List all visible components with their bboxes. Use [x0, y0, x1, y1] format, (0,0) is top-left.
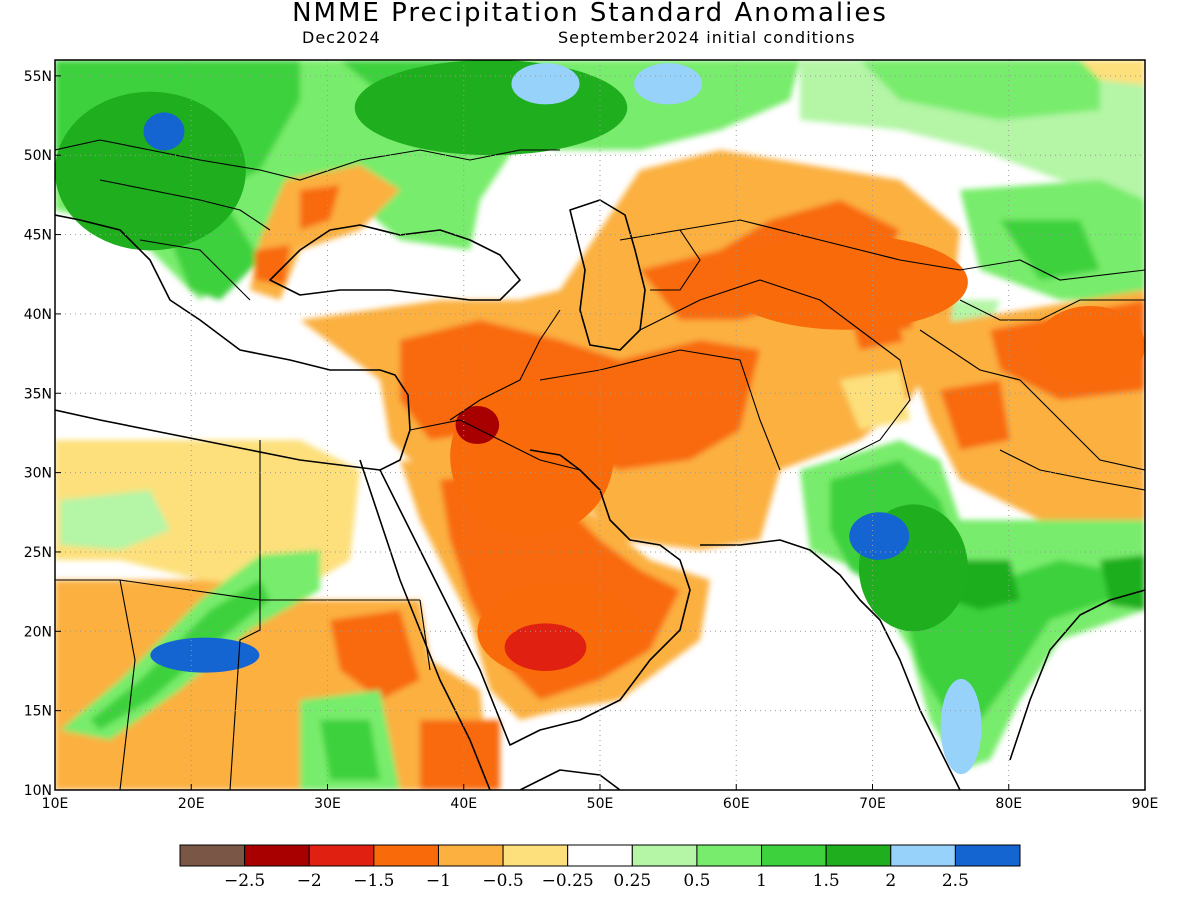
red-sea-arabia-coast — [379, 449, 691, 746]
colorbar-swatch-0 — [179, 844, 246, 867]
colorbar-label-8: 1 — [756, 871, 767, 891]
lon-tick-label: 80E — [995, 796, 1022, 812]
anomaly-core-5 — [450, 377, 614, 537]
colorbar-label-3: −1 — [426, 871, 451, 891]
country-borders — [55, 139, 1145, 790]
lat-tick-label: 10N — [24, 783, 52, 799]
lat-tick-label: 15N — [24, 704, 52, 720]
anomaly-core-2 — [354, 60, 628, 156]
colorbar-label-7: 0.5 — [683, 871, 710, 891]
target-month-label: Dec2024 — [302, 28, 381, 47]
anomaly-core-14 — [150, 637, 260, 673]
colorbar-labels: −2.5 −2 −1.5 −1 −0.5 −0.25 0.25 0.5 1 1.5 2 2.5 — [224, 871, 969, 891]
colorbar-swatch-6 — [567, 844, 633, 867]
anomaly-core-10 — [1036, 305, 1145, 386]
lon-tick-label: 20E — [178, 796, 205, 812]
latitude-axis: 10N 15N 20N 25N 30N 35N 40N 45N 50N 55N — [24, 69, 61, 799]
african-red-sea-coast — [359, 459, 491, 790]
coastlines — [55, 199, 1145, 790]
colorbar-label-0: −2.5 — [224, 871, 265, 891]
colorbar-swatch-5 — [502, 844, 569, 867]
colorbar-swatch-8 — [696, 844, 763, 867]
lon-tick-label: 50E — [587, 796, 614, 812]
lat-tick-label: 45N — [24, 228, 52, 244]
anomaly-core-12 — [849, 512, 910, 560]
colorbar-swatch-11 — [890, 844, 956, 867]
lon-tick-label: 10E — [42, 796, 69, 812]
colorbar-label-9: 1.5 — [813, 871, 840, 891]
arabian-sea-coast — [700, 539, 961, 790]
colorbar-label-10: 2 — [885, 871, 896, 891]
map-frame — [54, 59, 1146, 791]
lon-tick-label: 40E — [450, 796, 477, 812]
black-sea-coast — [269, 224, 521, 301]
colorbar-label-4: −0.5 — [482, 871, 523, 891]
gridlines — [55, 60, 1145, 790]
colorbar — [179, 844, 1021, 867]
anomaly-core-13 — [940, 678, 982, 775]
lon-tick-label: 30E — [314, 796, 341, 812]
colorbar-swatch-12 — [954, 844, 1021, 867]
colorbar-label-11: 2.5 — [942, 871, 969, 891]
colorbar-label-1: −2 — [297, 871, 322, 891]
colorbar-label-2: −1.5 — [353, 871, 394, 891]
lon-tick-label: 70E — [859, 796, 886, 812]
lat-tick-label: 50N — [24, 148, 52, 164]
lat-tick-label: 20N — [24, 624, 52, 640]
colorbar-swatch-7 — [631, 844, 698, 867]
lat-tick-label: 55N — [24, 69, 52, 85]
anomaly-field — [55, 60, 1145, 790]
anomaly-cores — [55, 60, 1145, 775]
anomaly-core-9 — [722, 234, 968, 330]
colorbar-label-6: 0.25 — [613, 871, 651, 891]
anomaly-core-0 — [55, 91, 246, 251]
anomaly-core-4 — [634, 63, 703, 105]
map-title: NMME Precipitation Standard Anomalies — [292, 0, 888, 28]
bay-of-bengal-coast — [1009, 589, 1145, 761]
colorbar-swatch-4 — [437, 844, 504, 867]
lat-tick-label: 35N — [24, 386, 52, 402]
longitude-axis: 10E 20E 30E 40E 50E 60E 70E 80E 90E — [42, 784, 1159, 812]
lat-tick-label: 40N — [24, 307, 52, 323]
anomaly-core-1 — [143, 112, 185, 151]
colorbar-swatch-9 — [761, 844, 827, 867]
anomaly-core-8 — [504, 623, 587, 671]
colorbar-swatch-1 — [244, 844, 310, 867]
lat-tick-label: 30N — [24, 466, 52, 482]
colorbar-swatch-3 — [373, 844, 439, 867]
anomaly-core-3 — [511, 63, 580, 105]
lon-tick-label: 60E — [723, 796, 750, 812]
colorbar-label-5: −0.25 — [542, 871, 594, 891]
colorbar-swatch-10 — [825, 844, 892, 867]
initial-conditions-label: September2024 initial conditions — [558, 28, 856, 47]
horn-of-africa-coast — [519, 769, 621, 790]
lon-tick-label: 90E — [1132, 796, 1159, 812]
mediterranean-coast — [55, 214, 411, 471]
lat-tick-label: 25N — [24, 545, 52, 561]
colorbar-swatch-2 — [308, 844, 375, 867]
